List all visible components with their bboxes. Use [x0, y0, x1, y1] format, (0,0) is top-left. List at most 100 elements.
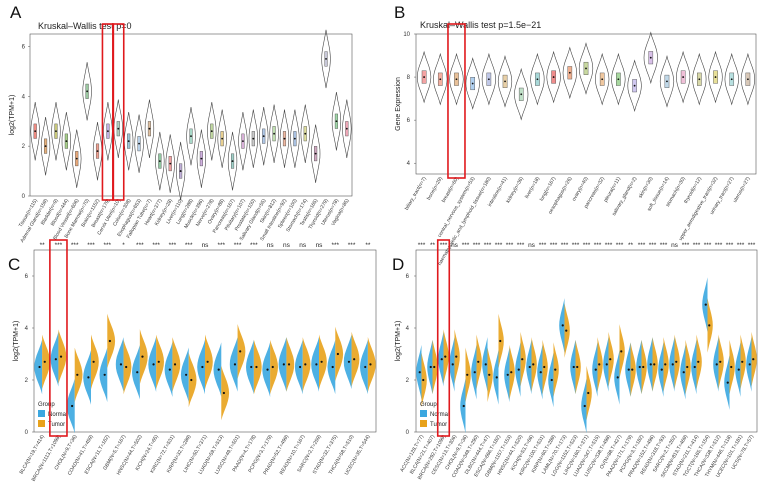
normal-median	[561, 324, 564, 327]
significance-label: ***	[572, 242, 580, 249]
normal-median	[726, 381, 729, 384]
legend-title: Group	[38, 402, 55, 408]
violin-shape	[627, 59, 642, 113]
median-point	[138, 142, 140, 145]
significance-label: ***	[348, 242, 356, 249]
violin-shape	[546, 50, 561, 104]
violin-shape	[61, 111, 72, 171]
tumor-median	[521, 358, 524, 361]
violin-shape	[290, 109, 300, 168]
significance-label: ***	[484, 242, 492, 249]
normal-median	[638, 365, 641, 369]
normal-median	[572, 365, 575, 369]
violin-normal	[164, 342, 173, 397]
violin-shape	[331, 92, 342, 151]
violin-shape	[659, 55, 675, 108]
median-point	[633, 84, 636, 87]
median-point	[158, 160, 161, 163]
normal-median	[495, 376, 498, 379]
tumor-median	[609, 358, 612, 361]
significance-label: ***	[638, 242, 646, 249]
significance-label: ns	[451, 242, 459, 249]
violin-shape	[416, 50, 432, 104]
tumor-median	[653, 363, 656, 366]
tumor-median	[304, 363, 307, 366]
violin-shape	[675, 50, 691, 104]
violin-shape	[497, 55, 513, 108]
normal-median	[201, 365, 204, 369]
significance-label: ***	[737, 242, 745, 249]
violin-normal	[262, 342, 271, 397]
median-point	[666, 80, 668, 83]
significance-label: ns	[528, 242, 536, 249]
tumor-median	[576, 365, 579, 369]
median-point	[471, 82, 474, 85]
significance-label: ***	[136, 242, 144, 249]
significance-label: ***	[103, 242, 111, 249]
violin-tumor	[286, 337, 295, 392]
significance-label: ***	[234, 242, 242, 249]
tumor-median	[157, 360, 160, 363]
x-tick-label: liver(n=18)	[524, 176, 541, 200]
median-point	[221, 137, 224, 140]
violin-tumor	[319, 334, 327, 390]
x-tick-label: skin(n=30)	[638, 176, 655, 200]
tumor-median	[510, 371, 513, 374]
tumor-median	[631, 368, 634, 371]
plot-frame	[33, 249, 377, 433]
y-axis-label: log2(TPM+1)	[395, 321, 402, 362]
tumor-median	[444, 355, 447, 358]
y-tick-label: 0	[22, 194, 26, 200]
significance-label: ***	[495, 242, 503, 249]
y-tick-label: 0	[406, 430, 410, 436]
normal-median	[282, 363, 285, 366]
significance-label: ***	[616, 242, 624, 249]
significance-label: **	[40, 242, 46, 249]
violin-shape	[30, 101, 40, 161]
violin-shape	[196, 129, 207, 188]
tumor-median	[664, 363, 667, 366]
legend-swatch	[420, 410, 427, 417]
violin-normal	[278, 337, 287, 392]
tumor-median	[222, 391, 225, 395]
median-point	[439, 78, 442, 81]
significance-label: ***	[704, 242, 712, 249]
violin-normal	[197, 339, 205, 395]
tumor-median	[369, 363, 372, 366]
normal-median	[119, 363, 123, 366]
normal-median	[54, 358, 57, 361]
significance-label: ns	[671, 242, 679, 249]
legend-swatch	[38, 410, 45, 417]
violin-tumor	[172, 337, 181, 392]
violin-shape	[300, 104, 310, 163]
violin-shape	[258, 106, 269, 166]
significance-label: ***	[440, 242, 448, 249]
violin-tumor	[156, 334, 164, 390]
violin-shape	[227, 131, 238, 191]
median-point	[314, 152, 317, 155]
significance-label: ***	[169, 242, 177, 249]
median-point	[747, 78, 749, 81]
violin-tumor	[188, 352, 197, 408]
violin-shape	[123, 111, 134, 171]
normal-median	[299, 365, 302, 369]
violin-tumor	[123, 339, 132, 395]
normal-median	[748, 363, 751, 366]
violin-tumor	[139, 329, 148, 384]
legend-title: Group	[420, 402, 437, 408]
normal-median	[364, 365, 367, 369]
normal-median	[517, 368, 520, 371]
violin-shape	[692, 52, 707, 106]
panel-b: B Kruskal–Wallis test p=1.5e−21 4 6 8 10 Gene …	[394, 3, 757, 267]
tumor-median	[271, 365, 274, 369]
median-point	[487, 78, 490, 81]
tumor-median	[488, 373, 491, 376]
violin-shape	[643, 31, 658, 85]
normal-median	[627, 368, 630, 371]
violin-tumor	[91, 334, 99, 390]
violin-normal	[311, 337, 319, 392]
panel-label-d: D	[392, 255, 404, 274]
significance-label: ***	[594, 242, 602, 249]
violin-normal	[246, 339, 254, 395]
tumor-median	[675, 360, 678, 363]
